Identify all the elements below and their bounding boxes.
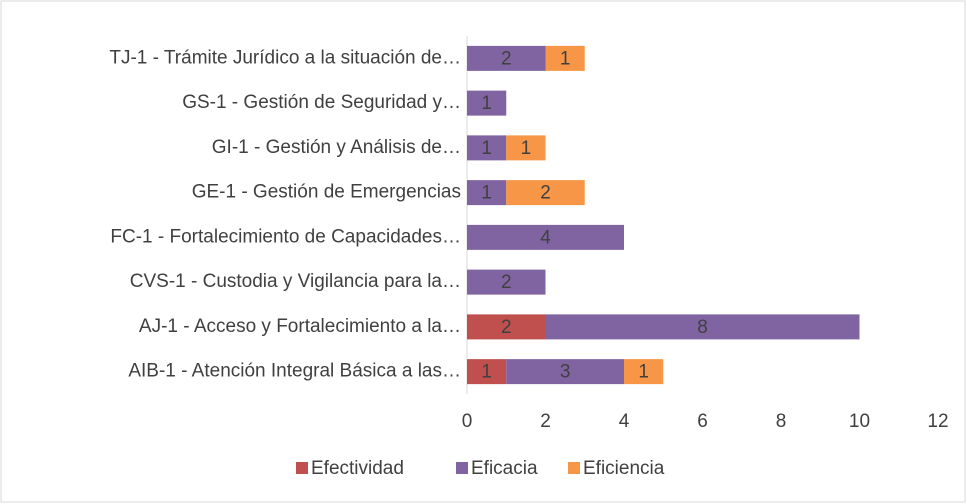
- bar-segment: [545, 45, 585, 71]
- y-tick-label: TJ-1 - Trámite Jurídico a la situación d…: [109, 47, 461, 68]
- bar-segment: [506, 135, 546, 161]
- bar-segment: [467, 314, 546, 340]
- data-label: 8: [697, 317, 708, 338]
- bar-segment: [467, 359, 507, 385]
- data-label: 2: [540, 183, 551, 204]
- legend-swatch: [296, 462, 308, 474]
- x-tick-label: 2: [540, 411, 551, 432]
- legend-swatch: [568, 462, 580, 474]
- bar-segment: [506, 359, 624, 385]
- bar-segment: [467, 90, 507, 116]
- x-tick-label: 12: [927, 411, 948, 432]
- y-tick-label: AIB-1 - Atención Integral Básica a las…: [128, 361, 461, 382]
- bar-segment: [467, 180, 507, 206]
- bar-segment: [467, 224, 624, 250]
- x-tick-label: 0: [462, 411, 473, 432]
- x-tick-label: 10: [849, 411, 870, 432]
- data-label: 4: [540, 227, 551, 248]
- data-label: 1: [521, 138, 532, 159]
- x-tick-label: 4: [619, 411, 630, 432]
- data-label: 2: [501, 272, 512, 293]
- y-tick-label: GS-1 - Gestión de Seguridad y…: [182, 92, 461, 113]
- y-tick-label: GE-1 - Gestión de Emergencias: [192, 182, 461, 203]
- data-label: 2: [501, 317, 512, 338]
- bar-segment: [624, 359, 664, 385]
- y-tick-label: AJ-1 - Acceso y Fortalecimiento a la…: [139, 316, 461, 337]
- legend-label: Eficacia: [471, 458, 538, 479]
- data-label: 1: [481, 93, 492, 114]
- data-label: 1: [481, 362, 492, 383]
- bar-segment: [467, 135, 507, 161]
- data-label: 1: [638, 362, 649, 383]
- data-label: 2: [501, 48, 512, 69]
- data-label: 1: [560, 48, 571, 69]
- bar-segment: [467, 45, 546, 71]
- y-tick-label: CVS-1 - Custodia y Vigilancia para la…: [130, 271, 461, 292]
- bar-segment: [467, 269, 546, 295]
- data-label: 1: [481, 138, 492, 159]
- data-label: 1: [481, 183, 492, 204]
- y-tick-label: FC-1 - Fortalecimiento de Capacidades…: [110, 226, 461, 247]
- legend-label: Efectividad: [311, 458, 404, 479]
- legend-swatch: [456, 462, 468, 474]
- y-tick-label: GI-1 - Gestión y Análisis de…: [212, 137, 461, 158]
- data-label: 3: [560, 362, 571, 383]
- bar-segment: [506, 180, 585, 206]
- bar-segment: [545, 314, 860, 340]
- x-tick-label: 8: [776, 411, 787, 432]
- x-tick-label: 6: [697, 411, 708, 432]
- legend-label: Eficiencia: [583, 458, 665, 479]
